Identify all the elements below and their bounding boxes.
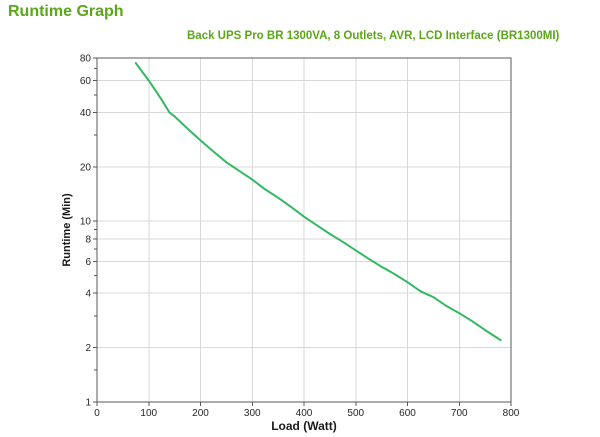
- y-tick-label: 4: [85, 289, 91, 300]
- x-tick-label: 400: [296, 408, 313, 419]
- x-tick-label: 300: [244, 408, 261, 419]
- y-tick-label: 20: [80, 162, 92, 173]
- x-tick-label: 500: [347, 408, 364, 419]
- page-title: Runtime Graph: [8, 3, 124, 20]
- y-tick-label: 10: [80, 217, 92, 228]
- x-tick-label: 600: [399, 408, 416, 419]
- x-tick-label: 700: [451, 408, 468, 419]
- y-tick-label: 8: [85, 234, 91, 245]
- x-tick-label: 100: [140, 408, 157, 419]
- y-axis-title: Runtime (Min): [61, 193, 73, 267]
- x-tick-label: 0: [94, 408, 100, 419]
- y-tick-label: 2: [85, 343, 91, 354]
- y-tick-label: 40: [80, 108, 92, 119]
- x-axis-title: Load (Watt): [271, 419, 337, 433]
- y-tick-label: 60: [80, 76, 92, 87]
- x-tick-label: 800: [503, 408, 520, 419]
- runtime-curve: [134, 62, 502, 342]
- y-tick-label: 1: [85, 398, 91, 409]
- x-tick-label: 200: [192, 408, 209, 419]
- chart-subtitle: Back UPS Pro BR 1300VA, 8 Outlets, AVR, …: [187, 30, 560, 42]
- y-tick-label: 80: [80, 54, 92, 65]
- y-tick-label: 6: [85, 257, 91, 268]
